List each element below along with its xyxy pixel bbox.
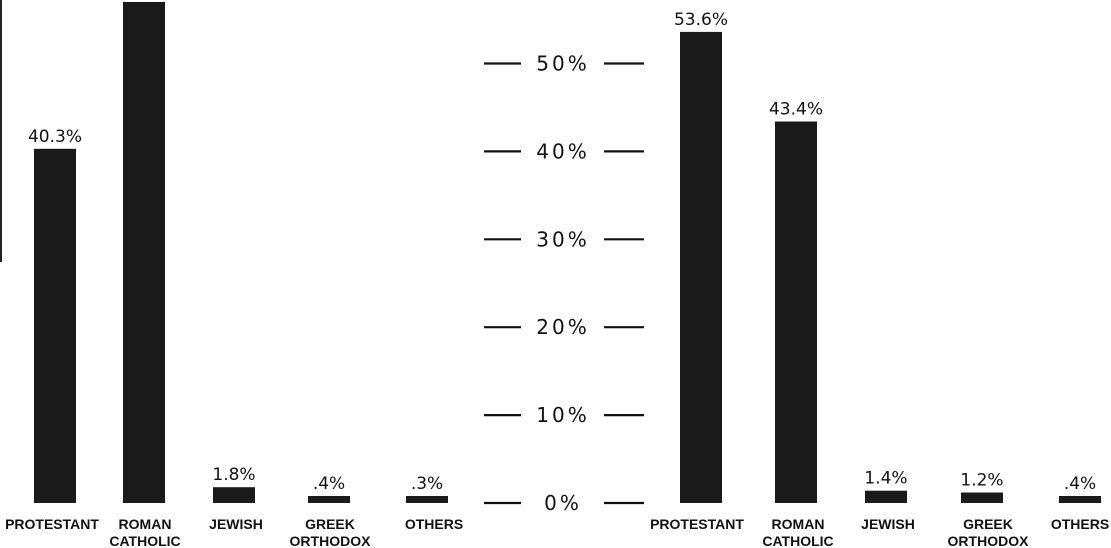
axis-tick-label-0: 0% [544, 491, 582, 515]
right-category-label-2-line-1: ROMAN [772, 516, 825, 532]
left-category-label-1-line-1: PROTESTANT [5, 516, 99, 532]
right-value-label-3: 1.4% [864, 469, 907, 489]
axis-tick-label-40: 40% [536, 139, 589, 163]
right-bar-2 [775, 121, 817, 503]
left-category-label-4-line-1: GREEK [305, 516, 355, 532]
right-bar-3 [865, 490, 907, 503]
right-value-label-4: 1.2% [960, 471, 1003, 491]
left-bar-4 [308, 496, 350, 503]
right-category-label-5-line-1: OTHERS [1051, 516, 1109, 532]
axis-tick-label-30: 30% [536, 227, 589, 251]
left-bar-1 [34, 148, 76, 504]
left-bar-3 [213, 487, 255, 503]
left-bar-5 [406, 496, 448, 503]
right-bar-4 [961, 492, 1003, 503]
axis-tick-label-50: 50% [536, 52, 589, 76]
axis-tick-label-20: 20% [536, 315, 589, 339]
left-value-label-5: .3% [411, 474, 443, 494]
left-category-label-4-line-2: ORTHODOX [290, 533, 372, 548]
axis-tick-label-10: 10% [536, 403, 589, 427]
left-value-label-1: 40.3% [28, 127, 82, 147]
right-value-label-5: .4% [1064, 474, 1096, 494]
shared-percent-axis: 0% 10% 20% 30% 40% 50% [484, 52, 644, 515]
right-category-label-4-line-1: GREEK [963, 516, 1013, 532]
right-category-label-1-line-1: PROTESTANT [650, 516, 744, 532]
right-value-label-1: 53.6% [674, 10, 728, 30]
left-bar-2 [123, 2, 165, 503]
right-category-label-3-line-1: JEWISH [861, 516, 915, 532]
right-bar-5 [1059, 496, 1101, 503]
left-category-label-5-line-1: OTHERS [405, 516, 463, 532]
left-category-label-2-line-2: CATHOLIC [109, 533, 180, 548]
right-bar-1 [680, 31, 722, 504]
left-category-label-3-line-1: JEWISH [209, 516, 263, 532]
left-value-label-3: 1.8% [212, 465, 255, 485]
left-value-label-4: .4% [313, 474, 345, 494]
right-category-label-4-line-2: ORTHODOX [948, 533, 1030, 548]
right-value-label-2: 43.4% [769, 100, 823, 120]
left-category-label-2-line-1: ROMAN [119, 516, 172, 532]
right-category-label-2-line-2: CATHOLIC [762, 533, 833, 548]
